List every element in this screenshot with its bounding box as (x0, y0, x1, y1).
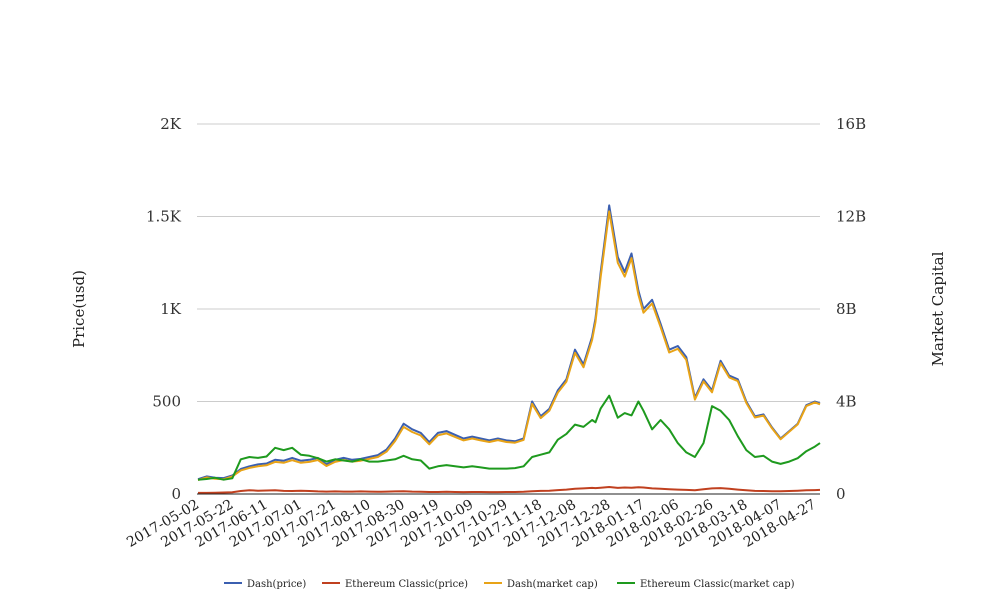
y2-tick-label: 12B (836, 208, 866, 226)
y-tick-label: 1K (160, 300, 182, 318)
legend-label: Dash(market cap) (507, 579, 598, 590)
series-line (197, 204, 821, 481)
y-axis-title: Price(usd) (70, 270, 88, 348)
y-tick-label: 2K (160, 115, 182, 133)
right-axis-ticks: 0 4B 8B 12B 16B (836, 115, 866, 503)
y-tick-label: 1.5K (146, 208, 182, 226)
y-tick-label: 0 (171, 485, 181, 503)
legend: Dash(price) Ethereum Classic(price) Dash(m… (224, 579, 795, 590)
series-lines (197, 204, 821, 494)
y2-axis-title: Market Capital (929, 251, 947, 366)
legend-label: Dash(price) (247, 579, 306, 590)
series-line (197, 210, 821, 482)
y2-tick-label: 16B (836, 115, 866, 133)
legend-label: Ethereum Classic(market cap) (640, 579, 795, 590)
series-line (198, 486, 821, 494)
y2-tick-label: 0 (836, 485, 846, 503)
series-line (197, 394, 821, 481)
gridlines (197, 123, 820, 402)
left-axis-ticks: 0 500 1K 1.5K 2K (146, 115, 182, 503)
y2-tick-label: 8B (836, 300, 857, 318)
legend-label: Ethereum Classic(price) (345, 579, 468, 590)
x-axis-ticks: 2017-05-022017-05-222017-06-112017-07-01… (124, 497, 819, 551)
y-tick-label: 500 (152, 393, 181, 411)
y2-tick-label: 4B (836, 393, 857, 411)
